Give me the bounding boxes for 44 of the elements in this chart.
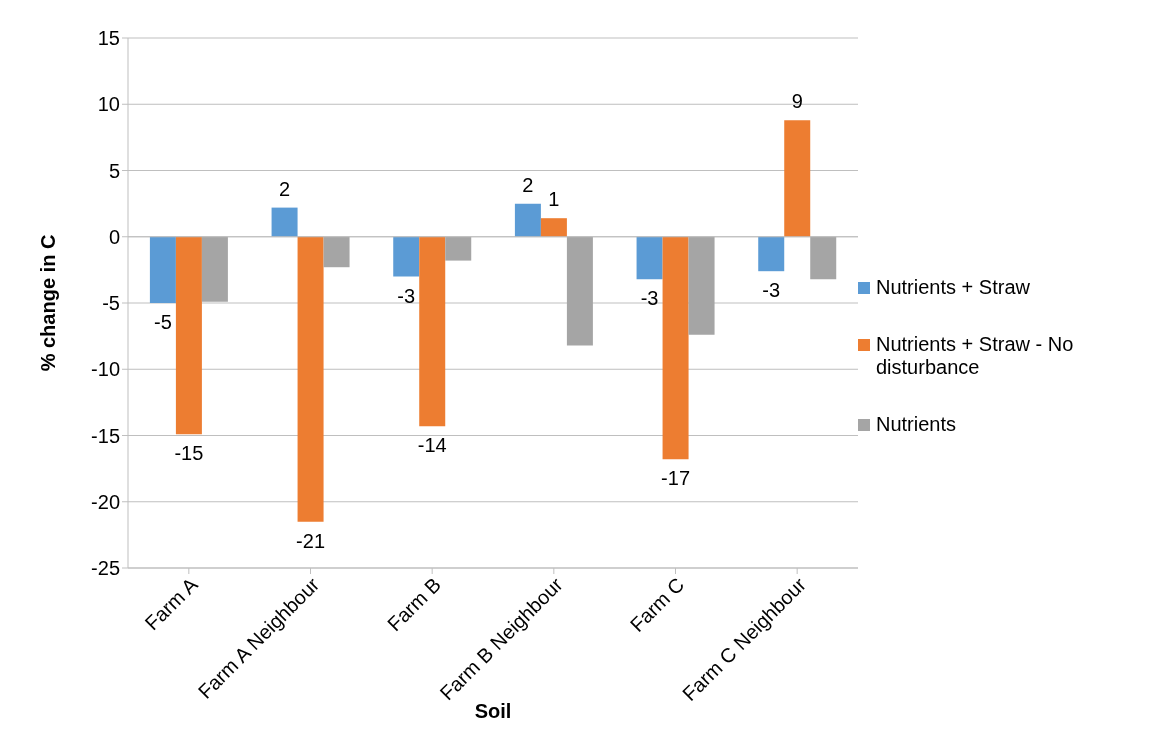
bar xyxy=(566,236,593,346)
data-label: -3 xyxy=(762,279,781,302)
y-tick-label: 10 xyxy=(97,93,120,116)
bar xyxy=(784,120,811,237)
bar xyxy=(175,236,202,435)
legend-label: Nutrients + Straw - No disturbance xyxy=(876,333,1075,379)
bar xyxy=(201,236,228,302)
bar xyxy=(323,236,350,268)
data-label: -3 xyxy=(640,287,659,310)
data-label: 1 xyxy=(548,188,560,211)
data-label: -15 xyxy=(174,442,204,465)
bar xyxy=(445,236,472,261)
legend-label: Nutrients + Straw xyxy=(876,276,1030,299)
y-tick-label: -25 xyxy=(91,557,120,580)
bar xyxy=(810,236,837,280)
bar xyxy=(636,236,663,280)
data-label: -14 xyxy=(417,434,447,457)
bar xyxy=(419,236,446,427)
bar xyxy=(393,236,420,277)
data-label: -5 xyxy=(154,311,172,333)
data-label: 2 xyxy=(279,177,291,200)
data-label: -21 xyxy=(296,529,326,552)
data-label: 2 xyxy=(522,173,534,196)
data-label: -3 xyxy=(397,284,416,307)
y-tick-label: -5 xyxy=(102,292,120,315)
data-label: -17 xyxy=(661,467,691,490)
y-tick-label: 15 xyxy=(97,27,120,50)
bar xyxy=(688,236,715,335)
bar xyxy=(540,218,567,237)
y-tick-label: -20 xyxy=(91,490,120,513)
y-tick-label: 0 xyxy=(108,225,120,248)
legend-label: Nutrients xyxy=(876,413,957,436)
bar xyxy=(758,236,785,272)
y-tick-label: -10 xyxy=(91,358,120,381)
y-tick-label: -15 xyxy=(91,424,120,447)
y-axis-title: % change in C xyxy=(37,234,60,372)
data-label: 9 xyxy=(791,90,803,113)
bar xyxy=(297,236,324,522)
x-axis-title: Soil xyxy=(474,700,512,722)
bar xyxy=(662,236,689,460)
bar xyxy=(271,207,298,237)
bar xyxy=(149,236,176,303)
bar xyxy=(514,203,541,237)
y-tick-label: 5 xyxy=(108,159,120,182)
